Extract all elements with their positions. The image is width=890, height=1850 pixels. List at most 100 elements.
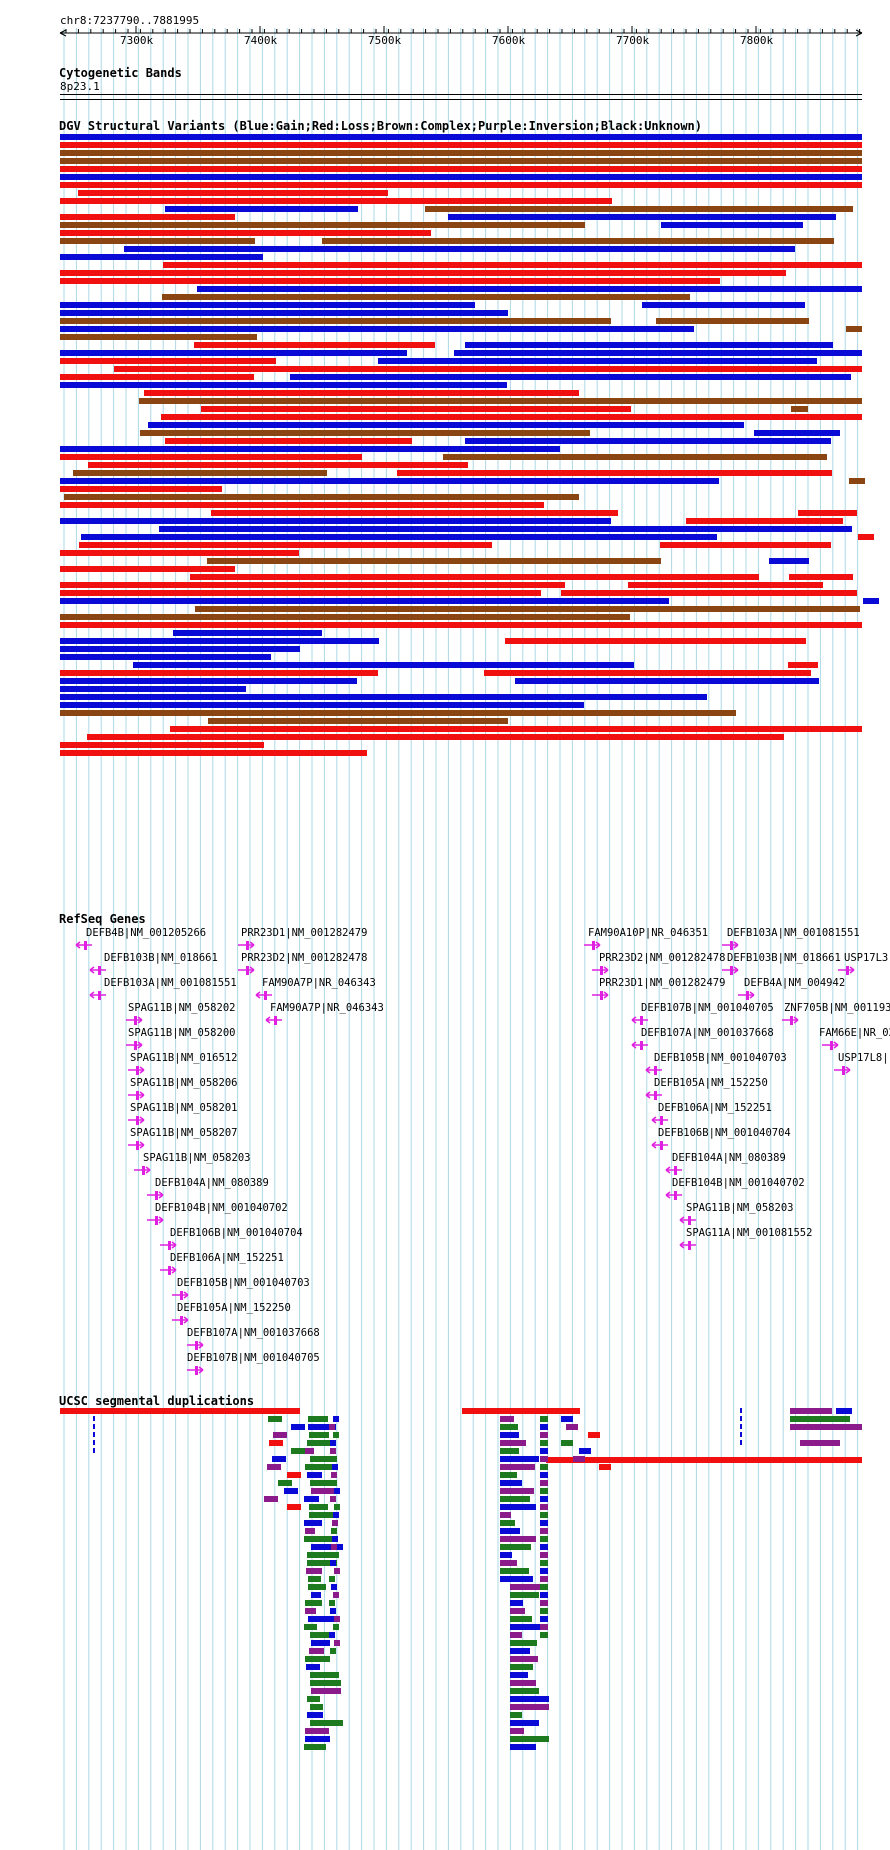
variant-bar[interactable] <box>60 326 694 332</box>
refseq-gene-track[interactable] <box>75 941 855 1375</box>
gene-label[interactable]: SPAG11B|NM_058206 <box>130 1077 238 1089</box>
variant-bar[interactable] <box>60 350 407 356</box>
variant-bar[interactable] <box>60 150 862 156</box>
variant-bar[interactable] <box>60 518 611 524</box>
variant-bar[interactable] <box>190 574 759 580</box>
gene-label[interactable]: SPAG11B|NM_058207 <box>130 1127 238 1139</box>
variant-bar[interactable] <box>642 302 805 308</box>
variant-bar[interactable] <box>162 294 690 300</box>
variant-bar[interactable] <box>788 662 818 668</box>
variant-bar[interactable] <box>660 542 831 548</box>
variant-bar[interactable] <box>60 694 707 700</box>
gene-label[interactable]: DEFB106A|NM_152251 <box>170 1252 284 1264</box>
variant-bar[interactable] <box>60 334 257 340</box>
variant-bar[interactable] <box>60 134 862 140</box>
variant-bar[interactable] <box>60 254 263 260</box>
variant-bar[interactable] <box>60 198 612 204</box>
gene-label[interactable]: DEFB106B|NM_001040704 <box>170 1227 303 1239</box>
variant-bar[interactable] <box>465 438 831 444</box>
variant-bar[interactable] <box>769 558 809 564</box>
variant-bar[interactable] <box>465 342 833 348</box>
variant-bar[interactable] <box>60 622 862 628</box>
variant-bar[interactable] <box>290 374 851 380</box>
variant-bar[interactable] <box>60 582 565 588</box>
variant-bar[interactable] <box>60 502 544 508</box>
gene-label[interactable]: PRR23D2|NM_001282478 <box>241 952 368 964</box>
variant-bar[interactable] <box>515 678 819 684</box>
gene-label[interactable]: SPAG11B|NM_058202 <box>128 1002 236 1014</box>
variant-bar[interactable] <box>165 206 358 212</box>
gene-label[interactable]: DEFB105A|NM_152250 <box>177 1302 291 1314</box>
variant-bar[interactable] <box>397 470 832 476</box>
gene-label[interactable]: PRR23D1|NM_001282479 <box>599 977 726 989</box>
gene-label[interactable]: DEFB4A|NM_004942 <box>744 977 846 989</box>
gene-label[interactable]: FAM90A7P|NR_046343 <box>270 1002 384 1014</box>
gene-label[interactable]: DEFB105B|NM_001040703 <box>177 1277 310 1289</box>
variant-bar[interactable] <box>791 406 808 412</box>
variant-bar[interactable] <box>60 670 378 676</box>
variant-bar[interactable] <box>194 342 435 348</box>
variant-bar[interactable] <box>87 734 784 740</box>
variant-bar[interactable] <box>60 222 585 228</box>
gene-label[interactable]: DEFB104A|NM_080389 <box>672 1152 786 1164</box>
gene-label[interactable]: SPAG11A|NM_001081552 <box>686 1227 813 1239</box>
gene-label[interactable]: SPAG11B|NM_058200 <box>128 1027 236 1039</box>
variant-bar[interactable] <box>159 526 852 532</box>
gene-label[interactable]: PRR23D2|NM_001282478 <box>599 952 726 964</box>
variant-bar[interactable] <box>60 358 276 364</box>
variant-bar[interactable] <box>686 518 843 524</box>
variant-bar[interactable] <box>505 638 806 644</box>
variant-bar[interactable] <box>798 510 857 516</box>
variant-bar[interactable] <box>60 598 669 604</box>
variant-bar[interactable] <box>60 614 630 620</box>
gene-label[interactable]: PRR23D1|NM_001282479 <box>241 927 368 939</box>
variant-bar[interactable] <box>161 414 862 420</box>
variant-bar[interactable] <box>81 534 717 540</box>
variant-bar[interactable] <box>754 430 840 436</box>
gene-label[interactable]: DEFB104B|NM_001040702 <box>672 1177 805 1189</box>
gene-label[interactable]: DEFB106B|NM_001040704 <box>658 1127 791 1139</box>
variant-bar[interactable] <box>863 598 879 604</box>
variant-bar[interactable] <box>60 230 431 236</box>
variant-bar[interactable] <box>165 438 412 444</box>
gene-label[interactable]: DEFB107A|NM_001037668 <box>187 1327 320 1339</box>
variant-bar[interactable] <box>656 318 809 324</box>
gene-label[interactable]: SPAG11B|NM_016512 <box>130 1052 238 1064</box>
variant-bar[interactable] <box>60 566 235 572</box>
gene-label[interactable]: DEFB103B|NM_018661 <box>104 952 218 964</box>
variant-bar[interactable] <box>60 182 862 188</box>
variant-bar[interactable] <box>60 446 560 452</box>
gene-label[interactable]: SPAG11B|NM_058203 <box>143 1152 251 1164</box>
variant-bar[interactable] <box>60 318 611 324</box>
gene-label[interactable]: DEFB103A|NM_001081551 <box>104 977 237 989</box>
variant-bar[interactable] <box>163 262 862 268</box>
gene-label[interactable]: DEFB103B|NM_018661 <box>727 952 841 964</box>
variant-bar[interactable] <box>60 270 786 276</box>
gene-label[interactable]: DEFB106A|NM_152251 <box>658 1102 772 1114</box>
gene-label[interactable]: DEFB105B|NM_001040703 <box>654 1052 787 1064</box>
variant-bar[interactable] <box>73 470 327 476</box>
variant-bar[interactable] <box>448 214 836 220</box>
variant-bar[interactable] <box>170 726 862 732</box>
variant-bar[interactable] <box>60 550 299 556</box>
gene-label[interactable]: FAM90A7P|NR_046343 <box>262 977 376 989</box>
gene-label[interactable]: ZNF705B|NM_0011936 <box>784 1002 890 1014</box>
variant-bar[interactable] <box>858 534 874 540</box>
variant-bar[interactable] <box>60 486 222 492</box>
variant-bar[interactable] <box>60 646 300 652</box>
variant-bar[interactable] <box>88 462 468 468</box>
variant-bar[interactable] <box>60 702 584 708</box>
gene-label[interactable]: DEFB105A|NM_152250 <box>654 1077 768 1089</box>
variant-bar[interactable] <box>378 358 817 364</box>
variant-bar[interactable] <box>60 374 254 380</box>
variant-bar[interactable] <box>64 494 579 500</box>
variant-bar[interactable] <box>60 590 541 596</box>
gene-label[interactable]: USP17L8| <box>838 1052 889 1064</box>
variant-bar[interactable] <box>60 278 720 284</box>
variant-bar[interactable] <box>484 670 811 676</box>
variant-bar[interactable] <box>60 750 367 756</box>
gene-label[interactable]: DEFB104A|NM_080389 <box>155 1177 269 1189</box>
variant-bar[interactable] <box>139 398 862 404</box>
variant-bar[interactable] <box>60 638 379 644</box>
variant-bar[interactable] <box>60 302 475 308</box>
